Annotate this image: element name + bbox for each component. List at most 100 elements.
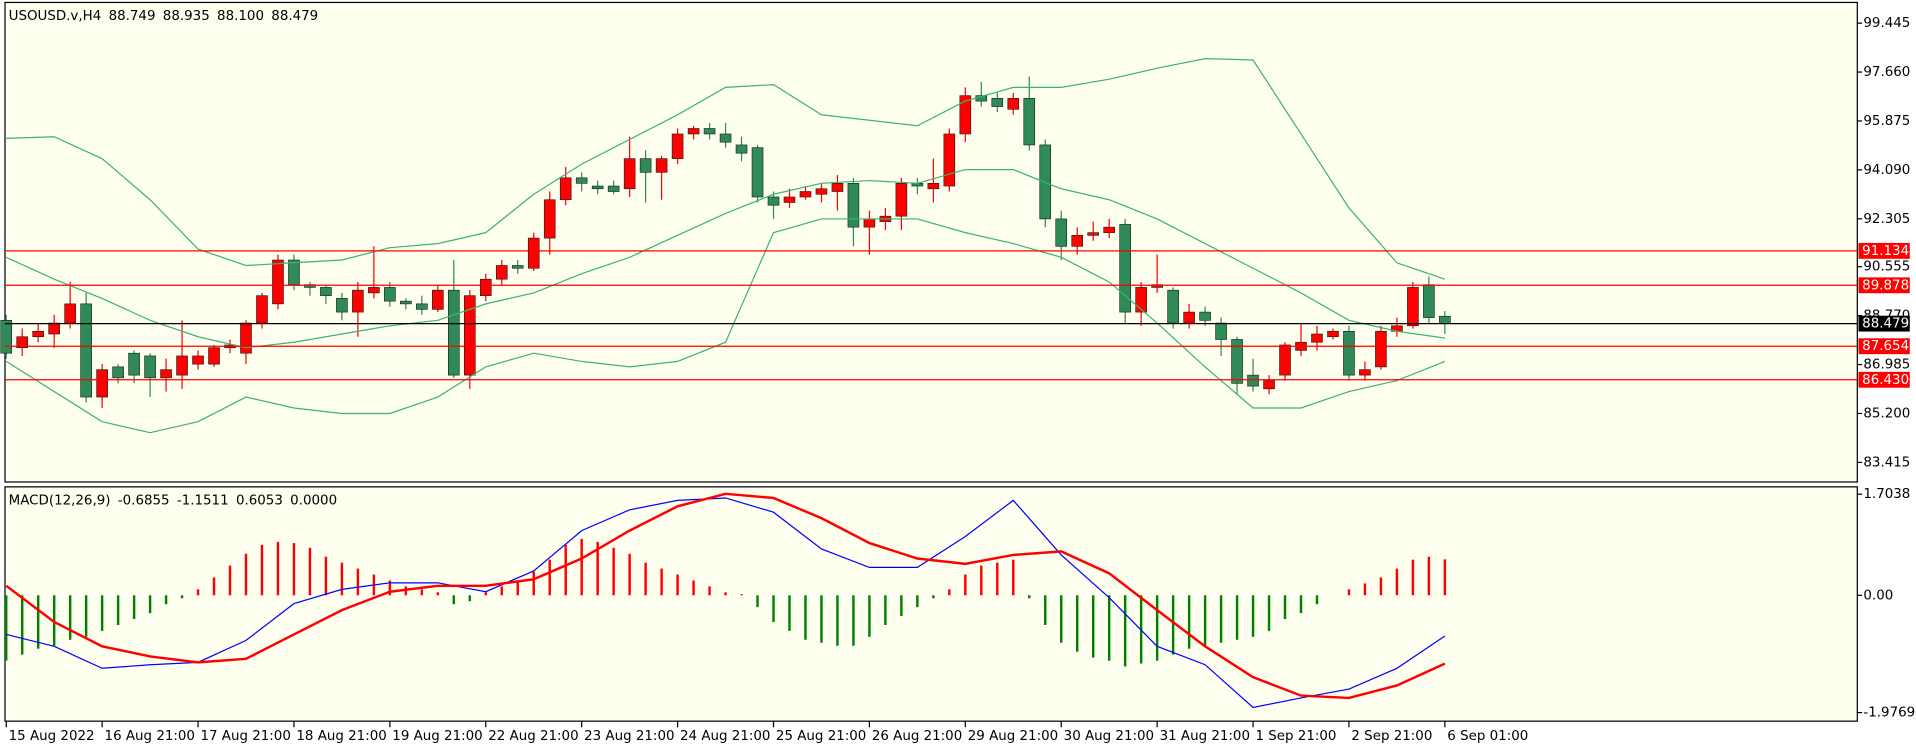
- header-value: -0.6855: [118, 493, 170, 508]
- candle-body: [208, 347, 220, 365]
- x-tick-label: 24 Aug 21:00: [680, 729, 770, 744]
- candle-body: [1247, 374, 1259, 387]
- candle-body: [591, 185, 604, 190]
- y-tick-label: 97.660: [1863, 65, 1910, 80]
- candle-body: [1311, 333, 1323, 343]
- y-tick-label: -1.9769: [1863, 706, 1915, 721]
- candle-body: [112, 366, 124, 379]
- x-tick-label: 29 Aug 21:00: [968, 729, 1058, 744]
- candle-body: [783, 196, 796, 203]
- candle-body: [607, 185, 620, 192]
- candle-body: [463, 295, 476, 376]
- level-label: 88.479: [1862, 317, 1909, 332]
- x-tick-label: 31 Aug 21:00: [1160, 729, 1250, 744]
- header-value: 88.479: [271, 9, 318, 24]
- candle-body: [272, 259, 284, 305]
- candle-body: [64, 303, 76, 324]
- candle-body: [655, 158, 668, 173]
- level-box: [1858, 338, 1910, 355]
- candle-body: [527, 237, 540, 269]
- header-value: 88.749: [109, 9, 156, 24]
- candle-body: [192, 355, 204, 365]
- x-tick-label: 15 Aug 2022: [9, 729, 95, 744]
- indicator-line: [6, 497, 1446, 709]
- level-label: 86.430: [1862, 373, 1909, 388]
- candle-body: [1135, 287, 1147, 313]
- candle-body: [448, 289, 460, 376]
- candle-body: [176, 355, 188, 376]
- candle-body: [671, 133, 684, 159]
- y-tick-label: 1.7038: [1863, 487, 1910, 502]
- candle-body: [1023, 98, 1036, 146]
- candle-body: [703, 128, 716, 135]
- indicator-line: [6, 58, 1446, 280]
- candle-body: [1375, 330, 1387, 368]
- candle-body: [1327, 330, 1339, 338]
- candle-body: [735, 144, 748, 154]
- candle-body: [511, 265, 524, 269]
- candle-body: [1119, 224, 1131, 313]
- candle-body: [543, 199, 556, 239]
- candle-body: [799, 191, 812, 198]
- x-tick-label: 18 Aug 21:00: [296, 729, 386, 744]
- level-box: [1858, 242, 1910, 259]
- candle-body: [352, 289, 364, 313]
- candle-body: [128, 352, 140, 376]
- level-box: [1858, 315, 1910, 332]
- y-tick-label: 86.985: [1863, 358, 1910, 373]
- indicator-line: [5, 492, 1446, 700]
- x-tick-label: 6 Sep 01:00: [1447, 729, 1528, 744]
- candle-body: [400, 300, 412, 305]
- candle-body: [895, 182, 908, 217]
- candle-body: [815, 188, 828, 195]
- level-label: 89.878: [1862, 278, 1909, 293]
- y-tick-label: 94.090: [1863, 163, 1910, 178]
- candle-body: [687, 128, 700, 135]
- candle-body: [16, 336, 29, 349]
- x-tick-label: 19 Aug 21:00: [392, 729, 482, 744]
- candle-body: [32, 330, 44, 338]
- header-value: 88.100: [217, 9, 264, 24]
- candle-body: [863, 218, 876, 228]
- candle-body: [256, 295, 268, 324]
- candle-body: [1263, 380, 1275, 390]
- candle-body: [80, 303, 92, 398]
- x-tick-label: 16 Aug 21:00: [105, 729, 195, 744]
- header-value: 0.6053: [236, 493, 283, 508]
- panel-header: MACD(12,26,9) -0.6855 -1.1511 0.6053 0.0000: [9, 493, 337, 508]
- level-label: 87.654: [1862, 339, 1909, 354]
- candle-body: [1183, 311, 1195, 324]
- y-tick-label: 0.00: [1863, 588, 1893, 603]
- candle-body: [0, 320, 13, 354]
- candle-body: [831, 182, 844, 192]
- candle-body: [320, 287, 332, 296]
- candle-body: [495, 265, 508, 280]
- y-tick-label: 90.555: [1863, 260, 1910, 275]
- candle-body: [1343, 330, 1355, 376]
- y-tick-label: 95.875: [1863, 114, 1910, 129]
- x-tick-label: 2 Sep 21:00: [1351, 729, 1432, 744]
- candle-body: [1103, 226, 1115, 233]
- candle-body: [368, 287, 380, 294]
- candle-body: [639, 158, 652, 173]
- candle-body: [1407, 287, 1419, 327]
- candle-body: [96, 369, 108, 398]
- price-panel: [4, 1, 1858, 483]
- candle-body: [240, 322, 252, 354]
- y-tick-label: 99.445: [1863, 16, 1910, 31]
- candle-body: [623, 158, 636, 190]
- candle-body: [1439, 315, 1451, 324]
- candle-body: [927, 182, 940, 190]
- panel-header: USOUSD.v,H4 88.749 88.935 88.100 88.479: [9, 9, 319, 24]
- candle-body: [336, 298, 348, 313]
- candle-body: [288, 259, 300, 285]
- candle-body: [719, 133, 732, 143]
- x-tick-label: 25 Aug 21:00: [776, 729, 866, 744]
- y-tick-label: 85.200: [1863, 406, 1910, 421]
- candle-body: [1423, 284, 1435, 318]
- x-tick-label: 22 Aug 21:00: [488, 729, 578, 744]
- candle-body: [384, 287, 396, 302]
- candle-body: [144, 355, 156, 379]
- y-tick-label: 92.305: [1863, 212, 1910, 227]
